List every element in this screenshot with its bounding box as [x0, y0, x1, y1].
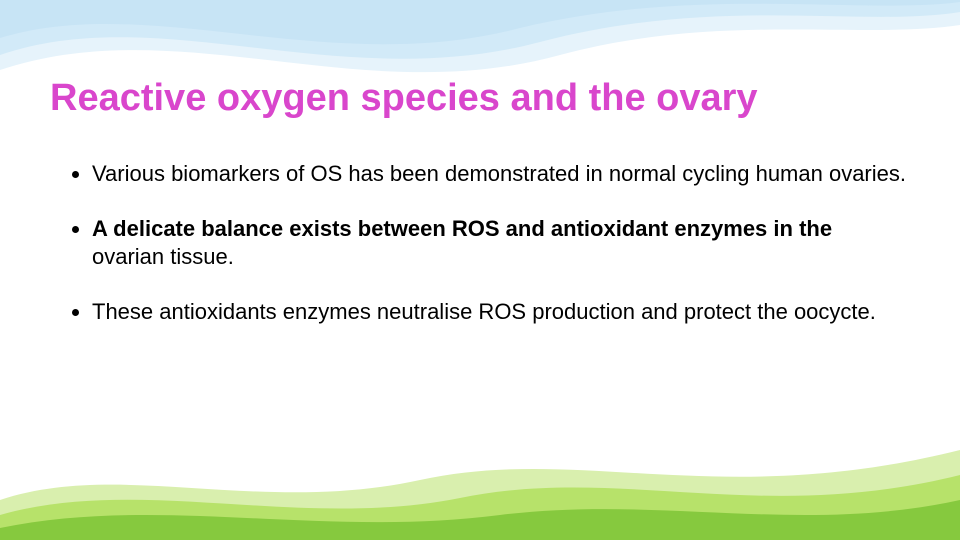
slide: Reactive oxygen species and the ovary Va… — [0, 0, 960, 540]
bullet-text-run: A delicate balance exists between ROS an… — [92, 216, 832, 241]
slide-title: Reactive oxygen species and the ovary — [50, 78, 920, 120]
bullet-text-run: Various biomarkers of OS has been demons… — [92, 161, 906, 186]
bullet-text-run: ovarian tissue. — [92, 244, 234, 269]
bullet-list: Various biomarkers of OS has been demons… — [70, 160, 910, 352]
bullet-text-run: These antioxidants enzymes neutralise RO… — [92, 299, 876, 324]
bottom-grass-decor — [0, 420, 960, 540]
bullet-item: These antioxidants enzymes neutralise RO… — [92, 298, 910, 327]
bullet-item: Various biomarkers of OS has been demons… — [92, 160, 910, 189]
bullet-item: A delicate balance exists between ROS an… — [92, 215, 910, 272]
